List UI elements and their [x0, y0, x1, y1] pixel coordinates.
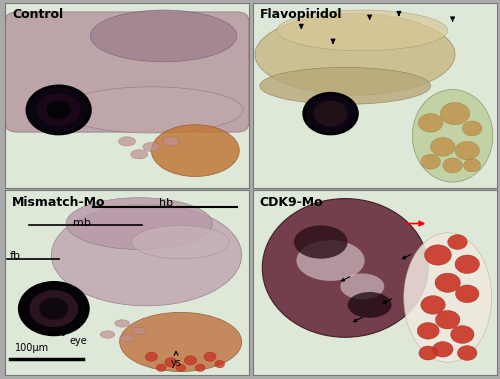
Circle shape	[440, 103, 470, 125]
Ellipse shape	[348, 292, 392, 318]
Circle shape	[462, 121, 482, 136]
Circle shape	[424, 245, 452, 265]
Circle shape	[432, 341, 453, 357]
Circle shape	[30, 290, 78, 327]
Circle shape	[184, 356, 196, 365]
Ellipse shape	[130, 150, 148, 159]
Circle shape	[314, 101, 348, 127]
Ellipse shape	[404, 233, 492, 362]
Text: 100μm: 100μm	[15, 343, 49, 353]
Ellipse shape	[115, 320, 130, 327]
Ellipse shape	[260, 67, 430, 104]
Circle shape	[215, 360, 224, 368]
Ellipse shape	[296, 240, 364, 281]
Circle shape	[46, 101, 71, 119]
Circle shape	[456, 285, 479, 303]
Ellipse shape	[143, 142, 160, 152]
Circle shape	[39, 298, 68, 320]
Text: hb: hb	[158, 198, 173, 208]
Ellipse shape	[262, 199, 428, 337]
Circle shape	[418, 114, 443, 132]
Ellipse shape	[120, 335, 134, 342]
Ellipse shape	[52, 204, 242, 306]
Ellipse shape	[120, 312, 242, 371]
Circle shape	[421, 296, 446, 314]
Circle shape	[204, 352, 216, 361]
Circle shape	[165, 358, 177, 367]
Ellipse shape	[162, 137, 180, 146]
Ellipse shape	[412, 89, 493, 182]
Circle shape	[417, 323, 439, 339]
Ellipse shape	[340, 274, 384, 299]
Text: Mismatch-Mo: Mismatch-Mo	[12, 196, 106, 209]
Circle shape	[156, 364, 166, 371]
Ellipse shape	[277, 10, 448, 51]
Circle shape	[448, 235, 467, 249]
Text: Control: Control	[12, 8, 64, 21]
Circle shape	[435, 273, 460, 292]
Text: eye: eye	[55, 332, 87, 346]
Circle shape	[304, 93, 358, 134]
Circle shape	[146, 352, 158, 361]
Ellipse shape	[118, 137, 136, 146]
Text: Flavopiridol: Flavopiridol	[260, 8, 342, 21]
Text: mb: mb	[74, 218, 91, 228]
Circle shape	[27, 86, 90, 134]
Circle shape	[196, 364, 205, 371]
Text: ys: ys	[171, 351, 182, 368]
Ellipse shape	[255, 14, 455, 95]
Text: fb: fb	[10, 251, 21, 261]
Circle shape	[458, 346, 477, 360]
Circle shape	[421, 154, 440, 169]
Circle shape	[450, 326, 474, 343]
Ellipse shape	[132, 327, 146, 335]
Circle shape	[419, 346, 438, 360]
Circle shape	[36, 93, 80, 127]
Circle shape	[176, 364, 186, 371]
Ellipse shape	[294, 226, 348, 259]
Circle shape	[455, 255, 479, 274]
Circle shape	[464, 159, 480, 172]
Ellipse shape	[152, 125, 239, 177]
Text: CDK9-Mo: CDK9-Mo	[260, 196, 324, 209]
Circle shape	[430, 138, 455, 156]
Ellipse shape	[66, 198, 212, 249]
Ellipse shape	[132, 226, 230, 259]
Circle shape	[455, 141, 479, 160]
FancyBboxPatch shape	[5, 12, 249, 132]
Circle shape	[443, 158, 462, 173]
Ellipse shape	[60, 87, 243, 133]
Ellipse shape	[100, 331, 115, 338]
Circle shape	[20, 283, 88, 335]
Ellipse shape	[90, 10, 237, 62]
Circle shape	[436, 310, 460, 329]
